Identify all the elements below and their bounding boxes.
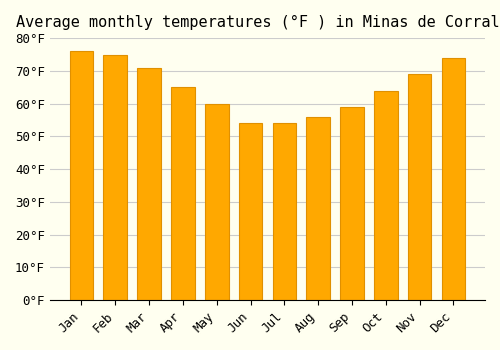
Bar [238, 123, 262, 300]
Bar [374, 91, 398, 300]
Bar [70, 51, 94, 300]
Bar [442, 58, 465, 300]
Bar [171, 87, 194, 300]
Bar [205, 104, 229, 300]
Bar [272, 123, 296, 300]
Bar [306, 117, 330, 300]
Bar [408, 74, 432, 300]
Title: Average monthly temperatures (°F ) in Minas de Corrales: Average monthly temperatures (°F ) in Mi… [16, 15, 500, 30]
Bar [340, 107, 364, 300]
Bar [138, 68, 161, 300]
Bar [104, 55, 127, 300]
